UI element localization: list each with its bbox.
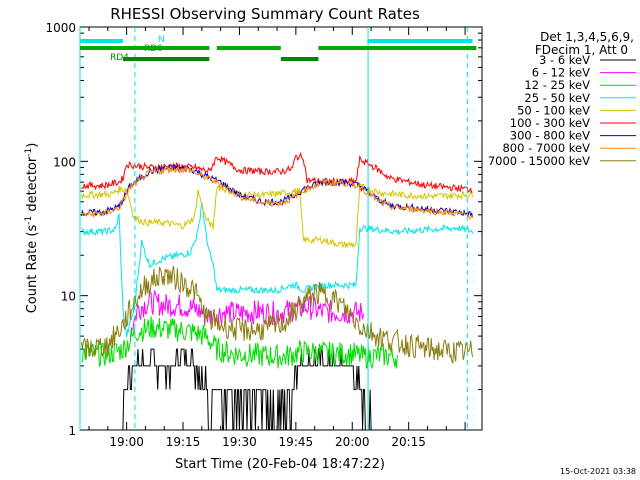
series-line xyxy=(81,202,474,338)
y-axis-label-sup2: -1 xyxy=(24,148,34,157)
series-line xyxy=(81,182,474,249)
x-tick-label: 19:45 xyxy=(279,435,314,449)
y-axis-label-sup1: -1 xyxy=(24,216,34,225)
y-tick-label: 1 xyxy=(68,424,76,438)
x-axis-label: Start Time (20-Feb-04 18:47:22) xyxy=(175,457,385,472)
series-line xyxy=(81,165,474,220)
legend-entry-label: 800 - 7000 keV xyxy=(502,141,590,155)
state-bar-label: RD0 xyxy=(144,44,163,54)
y-axis-label-main: Count Rate (s xyxy=(25,225,40,314)
y-tick-label: 100 xyxy=(53,155,76,169)
y-axis-label-mid: detector xyxy=(25,156,40,216)
legend-entry-label: 7000 - 15000 keV xyxy=(488,154,590,168)
series-line xyxy=(81,316,398,370)
x-tick-label: 19:30 xyxy=(222,435,257,449)
plot-area: 1 10 100 1000 19:00 19:15 19:30 19:45 20:00 20:15… xyxy=(45,21,483,449)
x-tick-label: 19:00 xyxy=(109,435,144,449)
x-tick-label: 20:15 xyxy=(391,435,426,449)
x-tick-label: 20:00 xyxy=(335,435,370,449)
legend-entry-label: 300 - 800 keV xyxy=(510,129,590,143)
state-bar-label: RD4 xyxy=(110,53,129,63)
legend-entry-label: 3 - 6 keV xyxy=(539,53,590,67)
legend-entry-label: 50 - 100 keV xyxy=(517,103,590,117)
legend-entry-label: 6 - 12 keV xyxy=(532,66,590,80)
state-bar-label: N xyxy=(158,35,165,45)
legend-header-line1: Det 1,3,4,5,6,9, xyxy=(540,30,634,44)
legend-entry-label: 12 - 25 keV xyxy=(524,78,590,92)
series-line xyxy=(129,289,364,339)
series-line xyxy=(81,151,473,194)
legend-entry-label: 25 - 50 keV xyxy=(524,91,590,105)
legend-entry-label: 100 - 300 keV xyxy=(510,116,590,130)
chart-title: RHESSI Observing Summary Count Rates xyxy=(110,5,420,23)
legend-header-line2: FDecim 1, Att 0 xyxy=(535,43,628,57)
y-tick-label: 1000 xyxy=(45,21,76,35)
series-line xyxy=(81,348,375,431)
timestamp: 15-Oct-2021 03:38 xyxy=(560,467,636,476)
y-tick-label: 10 xyxy=(61,290,76,304)
y-axis-label-end: ) xyxy=(25,143,40,148)
series-line xyxy=(81,265,474,364)
x-tick-label: 19:15 xyxy=(166,435,201,449)
y-axis-label: Count Rate (s-1 detector-1) xyxy=(24,143,40,314)
